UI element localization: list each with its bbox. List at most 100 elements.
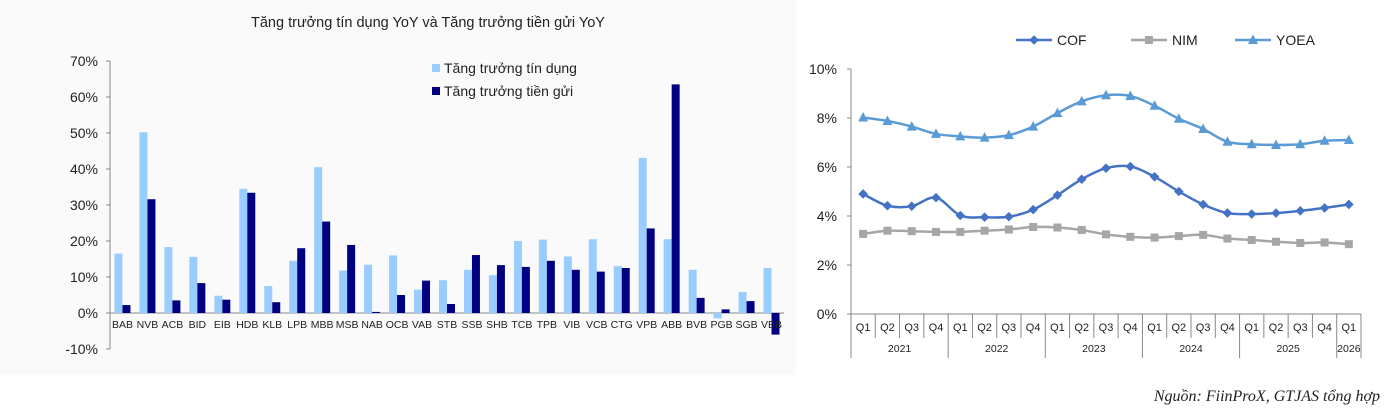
line-point-nim xyxy=(1029,223,1038,232)
bar-deposit xyxy=(696,297,705,313)
bar-credit xyxy=(638,157,647,313)
bar-x-tick-label: SSB xyxy=(461,319,482,331)
line-x-tick-label: Q4 xyxy=(1220,322,1235,334)
line-point-nim xyxy=(1296,238,1305,247)
bar-x-tick-label: EIB xyxy=(214,319,231,331)
line-point-nim xyxy=(1102,230,1110,239)
bar-deposit xyxy=(122,305,131,313)
line-point-nim xyxy=(859,229,868,238)
bar-y-tick-label: 50% xyxy=(70,125,98,141)
bar-credit xyxy=(114,253,123,313)
line-x-axis: Q1 Q2 Q3 Q4 Q1 Q2 Q3 Q4 Q1 Q2 Q3 Q4 Q1 Q2 Q3 Q4 Q1 Q2 Q3 Q4… xyxy=(850,313,1362,358)
bar-deposit xyxy=(322,221,331,313)
bar-credit xyxy=(414,289,423,313)
bar-x-tick-label: VAB xyxy=(412,319,432,331)
bar-credit xyxy=(688,269,697,313)
bar-credit xyxy=(513,241,522,313)
line-point-yoea xyxy=(1101,89,1111,100)
bar-series-group xyxy=(114,84,780,335)
legend-marker-yoea xyxy=(1248,34,1258,44)
line-point-yoea xyxy=(1343,134,1354,145)
line-point-cof xyxy=(1125,161,1136,172)
bar-x-tick-label: VIB xyxy=(563,319,580,331)
bar-credit xyxy=(389,255,398,313)
bar-x-tick-label: HDB xyxy=(236,319,258,331)
bar-credit xyxy=(214,295,223,313)
line-point-nim xyxy=(1053,223,1062,232)
bar-x-tick-label: KLB xyxy=(262,319,282,331)
bar-credit xyxy=(439,280,447,313)
bar-x-tick-label: VBB xyxy=(761,319,782,331)
line-legend: COF NIM YOEA xyxy=(1016,32,1316,48)
line-point-cof xyxy=(1101,163,1111,174)
line-point-yoea xyxy=(1271,139,1281,149)
line-x-tick-label: Q4 xyxy=(1123,322,1138,334)
line-point-cof xyxy=(882,200,893,211)
bar-deposit xyxy=(347,244,356,313)
bar-x-tick-label: BID xyxy=(189,319,207,331)
bar-x-tick-label: BVB xyxy=(686,319,707,331)
bar-x-tick-label: STB xyxy=(437,319,457,331)
line-point-cof xyxy=(1319,203,1330,213)
line-x-tick-label: Q3 xyxy=(1099,322,1114,334)
line-x-tick-label: Q1 xyxy=(953,322,968,334)
bar-x-tick-label: CTG xyxy=(611,319,633,331)
line-point-cof xyxy=(1246,209,1257,219)
bar-x-tick-label: SGB xyxy=(735,319,757,331)
bar-credit xyxy=(613,266,622,313)
line-x-tick-label: Q2 xyxy=(1074,322,1089,334)
line-year-label: 2022 xyxy=(985,343,1009,355)
line-x-tick-label: Q3 xyxy=(1293,322,1308,334)
line-point-cof xyxy=(979,212,990,223)
bar-credit xyxy=(563,256,572,313)
legend-label-credit: Tăng trưởng tín dụng xyxy=(444,60,577,76)
line-point-cof xyxy=(931,192,941,203)
line-point-yoea xyxy=(955,130,966,141)
bar-deposit xyxy=(596,271,605,313)
bar-x-tick-label: SHB xyxy=(486,319,508,331)
bar-credit xyxy=(538,239,547,313)
line-point-cof xyxy=(1222,208,1233,218)
legend-swatch-deposit xyxy=(432,87,440,95)
bar-deposit xyxy=(721,309,730,313)
bar-x-axis-labels: BAB NVB ACB BID EIB HDB KLB LPB MBB MSB NAB OCB VAB S… xyxy=(112,319,782,331)
bar-deposit xyxy=(646,228,655,313)
bar-x-tick-label: VPB xyxy=(636,319,657,331)
line-point-nim xyxy=(1150,233,1159,242)
bar-deposit xyxy=(546,260,555,313)
bar-deposit xyxy=(272,302,281,313)
bar-credit xyxy=(738,292,747,313)
bar-deposit xyxy=(746,301,755,313)
bar-y-tick-label: 30% xyxy=(70,197,98,213)
bar-x-tick-label: ACB xyxy=(162,319,184,331)
bar-chart-title: Tăng trưởng tín dụng YoY và Tăng trưởng … xyxy=(251,15,605,31)
line-point-nim xyxy=(907,227,916,236)
bar-y-tick-label: 40% xyxy=(70,161,98,177)
bar-credit xyxy=(713,313,722,319)
line-point-yoea xyxy=(1198,123,1209,134)
bar-x-tick-label: BAB xyxy=(112,319,133,331)
line-point-cof xyxy=(1004,211,1014,222)
credit-deposit-bar-chart: Tăng trưởng tín dụng YoY và Tăng trưởng … xyxy=(65,15,784,357)
line-y-tick-label: 2% xyxy=(817,257,837,273)
bar-y-axis: 70% 60% 50% 40% 30% 20% 10% 0% -10% xyxy=(65,53,784,357)
line-point-cof xyxy=(1198,199,1208,210)
bar-deposit xyxy=(397,295,406,313)
bar-deposit xyxy=(197,283,206,313)
bar-x-tick-label: LPB xyxy=(287,319,307,331)
line-year-label: 2021 xyxy=(888,343,912,355)
bar-deposit xyxy=(297,248,306,313)
bar-credit xyxy=(763,268,772,313)
line-point-nim xyxy=(1077,225,1086,234)
line-point-nim xyxy=(1272,237,1280,246)
legend-label-nim: NIM xyxy=(1172,32,1198,48)
line-point-cof xyxy=(955,210,966,221)
line-point-yoea xyxy=(1003,129,1014,140)
line-point-nim xyxy=(980,226,989,235)
line-x-tick-label: Q4 xyxy=(929,322,944,334)
line-year-label: 2023 xyxy=(1082,343,1106,355)
line-point-cof xyxy=(1271,208,1281,218)
line-year-label: 2024 xyxy=(1179,343,1203,355)
line-point-yoea xyxy=(858,112,869,122)
line-point-yoea xyxy=(979,132,990,142)
